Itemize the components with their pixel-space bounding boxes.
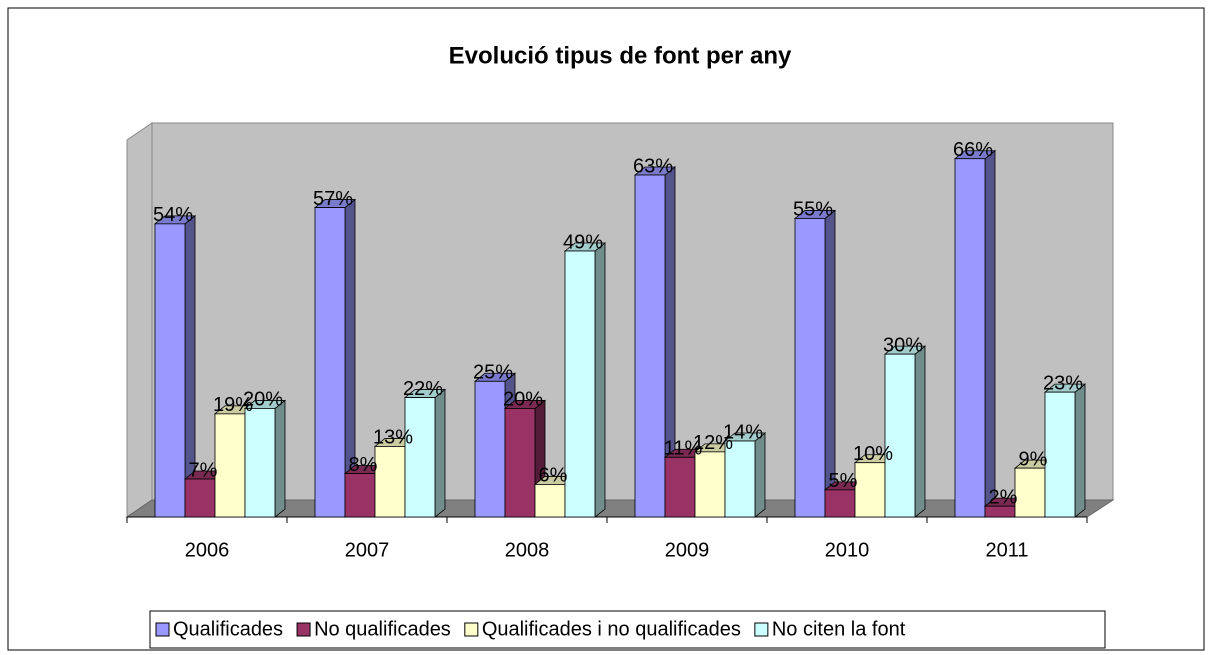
data-label: 23% [1043, 372, 1083, 394]
side-wall [126, 122, 153, 518]
data-label: 11% [664, 438, 703, 460]
data-label: 55% [793, 199, 833, 221]
x-tick-label: 2010 [825, 539, 870, 561]
bar-front [794, 218, 826, 518]
bar-front [954, 158, 986, 518]
bar-side [434, 388, 446, 518]
bar [793, 209, 837, 518]
bar [153, 215, 197, 518]
bar-front [244, 408, 276, 518]
bar-front [404, 397, 436, 518]
data-label: 30% [883, 334, 923, 356]
bar-front [474, 380, 506, 518]
legend-swatch [754, 622, 769, 637]
x-tick-label: 2007 [345, 539, 390, 561]
data-label: 49% [563, 231, 603, 253]
x-tick-label: 2006 [185, 539, 230, 561]
legend-swatch [155, 622, 170, 637]
bar [563, 242, 607, 518]
bar [883, 345, 927, 518]
legend-label: No citen la font [772, 618, 906, 640]
data-label: 12% [693, 432, 733, 454]
data-label: 13% [373, 427, 413, 449]
data-label: 7% [189, 459, 218, 481]
bar-front [374, 446, 406, 518]
data-label: 66% [953, 139, 993, 161]
bar-front [694, 451, 726, 518]
bar-side [274, 399, 286, 518]
data-label: 54% [153, 204, 193, 226]
data-label: 14% [723, 421, 763, 443]
legend-swatch [464, 622, 479, 637]
bar-front [314, 207, 346, 518]
bar-front [344, 473, 376, 518]
data-label: 9% [1019, 448, 1048, 470]
bar [1043, 383, 1087, 518]
bar-front [154, 223, 186, 518]
bar-front [534, 484, 566, 518]
bar-side [914, 345, 926, 518]
bar [723, 432, 767, 518]
legend-label: Qualificades [173, 618, 283, 640]
bar-front [854, 462, 886, 518]
bar-side [1074, 383, 1086, 518]
bar [243, 399, 287, 518]
bar-front [724, 440, 756, 518]
back-wall [151, 122, 1114, 501]
data-label: 6% [539, 465, 568, 487]
data-label: 19% [213, 394, 253, 416]
data-label: 25% [473, 362, 513, 384]
bar [953, 149, 997, 518]
data-label: 57% [313, 188, 353, 210]
bar-front [564, 250, 596, 518]
bar-front [504, 408, 536, 518]
x-tick-label: 2011 [985, 539, 1028, 561]
bar [403, 388, 447, 518]
bar-front [184, 478, 216, 518]
bar-side [594, 242, 606, 518]
data-label: 22% [403, 378, 443, 400]
data-label: 20% [243, 389, 283, 411]
x-tick-label: 2009 [665, 539, 710, 561]
bar-front [1014, 467, 1046, 518]
bar-front [634, 174, 666, 518]
legend-swatch [296, 622, 311, 637]
bar-front [884, 353, 916, 518]
x-tick-label: 2008 [505, 539, 550, 561]
data-label: 8% [349, 454, 378, 476]
data-label: 5% [829, 470, 858, 492]
bar [313, 198, 357, 518]
data-label: 2% [989, 486, 1018, 508]
data-label: 63% [633, 155, 673, 177]
data-label: 20% [503, 389, 543, 411]
data-label: 10% [853, 443, 893, 465]
legend-label: No qualificades [314, 618, 451, 640]
bar-side [754, 432, 766, 518]
bar-front [824, 489, 856, 518]
bar-front [1044, 391, 1076, 518]
bar-side [984, 149, 996, 518]
bar [633, 166, 677, 518]
bar-front [664, 456, 696, 518]
legend-label: Qualificades i no qualificades [482, 618, 741, 640]
bar-front [214, 413, 246, 518]
chart-title: Evolució tipus de font per any [449, 42, 792, 69]
